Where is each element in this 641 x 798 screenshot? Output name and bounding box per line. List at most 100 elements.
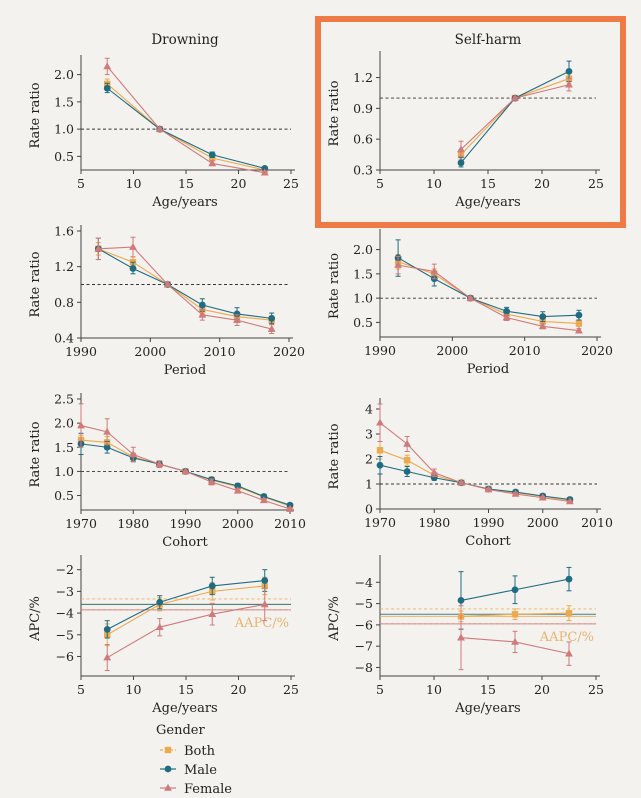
y-tick-label: −5 bbox=[355, 596, 373, 611]
data-point-female bbox=[129, 450, 138, 458]
x-axis-label: Cohort bbox=[465, 534, 511, 549]
x-tick-label: 1970 bbox=[364, 515, 396, 530]
data-point-female bbox=[103, 62, 112, 70]
x-tick-label: 15 bbox=[480, 176, 496, 191]
y-tick-label: 1 bbox=[365, 477, 373, 492]
x-tick-label: 25 bbox=[588, 682, 604, 697]
x-axis-label: Cohort bbox=[162, 535, 208, 550]
y-tick-label: 0.4 bbox=[54, 331, 74, 346]
data-point-female bbox=[403, 439, 412, 447]
x-tick-label: 1980 bbox=[117, 516, 149, 531]
data-point-female bbox=[94, 244, 103, 252]
y-tick-label: 1.5 bbox=[54, 94, 74, 109]
data-point-female bbox=[155, 459, 164, 467]
x-tick-label: 20 bbox=[231, 176, 247, 191]
y-tick-label: 0.6 bbox=[353, 132, 373, 147]
legend-marker-shape-both bbox=[164, 746, 172, 754]
data-point-female bbox=[565, 80, 573, 88]
data-point-male bbox=[565, 67, 573, 75]
data-point-female bbox=[208, 159, 217, 167]
legend-marker-shape-male bbox=[164, 765, 172, 773]
x-tick-label: 2000 bbox=[222, 516, 254, 531]
x-tick-label: 2000 bbox=[527, 515, 559, 530]
data-point-male bbox=[539, 313, 547, 320]
data-point-male bbox=[156, 598, 164, 606]
data-point-female bbox=[233, 315, 241, 323]
legend-marker-male bbox=[164, 765, 172, 773]
x-tick-label: 15 bbox=[480, 682, 496, 697]
series-line-female bbox=[379, 422, 570, 503]
x-tick-label: 1990 bbox=[65, 344, 97, 359]
legend-item-female: Female bbox=[160, 782, 232, 797]
panel-selfharm-apc: 5 10 15 20 25 −8 −7 −6 −5 −4 Age/years APC/% AAPC/% bbox=[327, 555, 604, 716]
y-tick-label: −6 bbox=[355, 617, 373, 632]
y-tick-label: 1.0 bbox=[54, 122, 74, 137]
panel-title: Self-harm bbox=[455, 32, 522, 48]
y-tick-label: 1.0 bbox=[54, 464, 74, 479]
data-point-male bbox=[198, 301, 206, 309]
panel-selfharm-period: 1990 2000 2010 2020 0.5 1.0 1.5 2.0 Period Rate r… bbox=[327, 229, 613, 377]
data-point-male bbox=[503, 307, 510, 315]
x-tick-label: 25 bbox=[283, 176, 299, 191]
series-line-male bbox=[98, 248, 272, 319]
series-female bbox=[457, 605, 573, 671]
y-axis-label: Rate ratio bbox=[327, 423, 342, 489]
series-male bbox=[394, 239, 583, 322]
data-point-male bbox=[233, 310, 241, 318]
data-point-female bbox=[457, 633, 465, 641]
data-point-female bbox=[286, 504, 294, 512]
x-axis-label: Age/years bbox=[454, 701, 520, 716]
x-tick-label: 10 bbox=[426, 682, 442, 697]
data-point-female bbox=[538, 322, 547, 330]
data-point-female bbox=[260, 600, 269, 608]
legend-item-both: Both bbox=[160, 744, 216, 759]
x-tick-label: 5 bbox=[376, 176, 384, 191]
data-point-male bbox=[511, 586, 519, 594]
series-both bbox=[104, 576, 268, 647]
x-axis-label: Age/years bbox=[151, 195, 217, 210]
y-axis-label: APC/% bbox=[28, 596, 43, 642]
series-line-female bbox=[106, 603, 265, 659]
data-point-female bbox=[207, 477, 216, 485]
y-tick-label: 1.6 bbox=[54, 224, 74, 239]
x-tick-label: 1970 bbox=[65, 516, 97, 531]
data-point-male bbox=[208, 582, 216, 590]
y-tick-label: 0.8 bbox=[54, 295, 74, 310]
data-point-female bbox=[267, 324, 276, 332]
data-point-female bbox=[129, 242, 137, 250]
y-tick-label: 0.5 bbox=[54, 149, 74, 164]
x-tick-label: 1990 bbox=[473, 515, 505, 530]
y-tick-label: −4 bbox=[56, 606, 74, 621]
x-tick-label: 1990 bbox=[170, 516, 202, 531]
x-tick-label: 5 bbox=[77, 682, 85, 697]
series-both bbox=[95, 242, 275, 326]
panel-title: Drowning bbox=[151, 32, 219, 48]
y-axis-label: APC/% bbox=[327, 596, 342, 642]
series-line-male bbox=[106, 87, 265, 169]
y-tick-label: −2 bbox=[56, 562, 74, 577]
data-point-female bbox=[103, 653, 112, 661]
data-point-female bbox=[575, 326, 583, 334]
y-tick-label: 4 bbox=[365, 402, 373, 417]
data-point-female bbox=[565, 497, 574, 505]
x-tick-label: 10 bbox=[126, 682, 142, 697]
y-tick-label: 1.2 bbox=[54, 259, 74, 274]
panel-drowning-age: Drowning 5 10 15 20 25 0.5 1.0 1.5 2.0 Age/years Ra… bbox=[28, 32, 299, 210]
series-line-male bbox=[460, 70, 570, 164]
data-point-female bbox=[457, 478, 466, 486]
data-point-both bbox=[575, 320, 583, 327]
data-point-female bbox=[155, 124, 164, 132]
y-tick-label: 2 bbox=[365, 452, 373, 467]
series-both bbox=[457, 605, 573, 623]
x-tick-label: 2020 bbox=[581, 343, 613, 358]
series-female bbox=[103, 587, 269, 672]
y-tick-label: 1.0 bbox=[353, 291, 373, 306]
x-tick-label: 1980 bbox=[418, 515, 450, 530]
legend-item-male: Male bbox=[160, 763, 217, 778]
panel-selfharm-cohort: 1970 1980 1990 2000 2010 0 1 2 3 4 Cohort Rate rati… bbox=[327, 398, 613, 549]
data-point-female bbox=[376, 418, 384, 426]
x-tick-label: 20 bbox=[534, 682, 550, 697]
y-tick-label: 0.3 bbox=[353, 163, 373, 178]
data-point-female bbox=[259, 496, 268, 504]
